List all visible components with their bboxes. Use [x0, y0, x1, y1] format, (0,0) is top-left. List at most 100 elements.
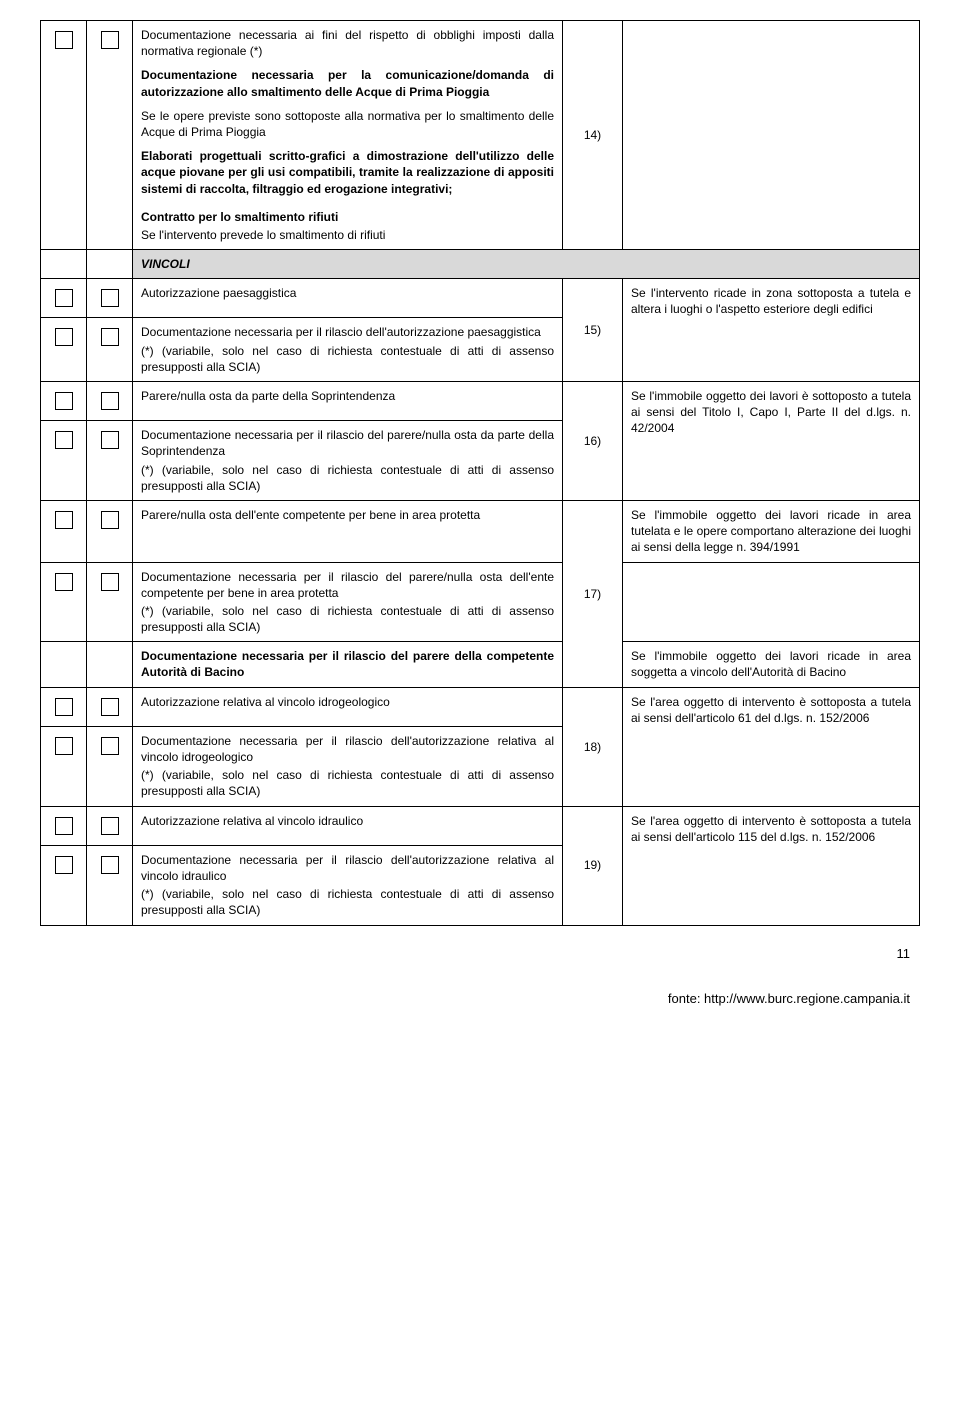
checkbox-cell [41, 562, 87, 642]
checkbox-icon[interactable] [55, 289, 73, 307]
checkbox-icon[interactable] [101, 737, 119, 755]
description-cell: Documentazione necessaria ai fini del ri… [133, 21, 563, 203]
checkbox-cell [87, 726, 133, 806]
checkbox-icon[interactable] [101, 511, 119, 529]
row-number: 16) [584, 434, 601, 448]
checkbox-cell [41, 318, 87, 382]
document-page: Documentazione necessaria ai fini del ri… [0, 0, 960, 1026]
checkbox-icon[interactable] [55, 31, 73, 49]
checkbox-icon[interactable] [101, 698, 119, 716]
description-cell: Documentazione necessaria per il rilasci… [133, 421, 563, 501]
text: Parere/nulla osta dell'ente competente p… [141, 507, 554, 523]
note-cell: Se l'immobile oggetto dei lavori ricade … [623, 642, 920, 687]
table-row: Autorizzazione paesaggistica 15) Se l'in… [41, 279, 920, 318]
checkbox-cell [41, 382, 87, 421]
checkbox-cell [87, 687, 133, 726]
checkbox-icon[interactable] [101, 328, 119, 346]
checkbox-icon[interactable] [101, 289, 119, 307]
note-cell: Se l'area oggetto di intervento è sottop… [623, 806, 920, 925]
description-cell: Documentazione necessaria per il rilasci… [133, 845, 563, 925]
text: Documentazione necessaria per il rilasci… [141, 427, 554, 459]
checkbox-icon[interactable] [55, 328, 73, 346]
checkbox-icon[interactable] [55, 573, 73, 591]
text: Se le opere previste sono sottoposte all… [141, 108, 554, 140]
checkbox-cell [87, 21, 133, 250]
note-cell: Se l'intervento ricade in zona sottopost… [623, 279, 920, 382]
note-text: Se l'immobile oggetto dei lavori ricade … [631, 649, 911, 679]
checkbox-cell [41, 845, 87, 925]
checkbox-icon[interactable] [55, 737, 73, 755]
text: Documentazione necessaria per il rilasci… [141, 324, 554, 340]
table-row: Autorizzazione relativa al vincolo idrau… [41, 806, 920, 845]
row-number: 18) [584, 740, 601, 754]
note-text: Se l'area oggetto di intervento è sottop… [631, 695, 911, 725]
text-note: (*) (variabile, solo nel caso di richies… [141, 767, 554, 799]
empty-cell [87, 250, 133, 279]
checkbox-cell [41, 421, 87, 501]
description-cell: Documentazione necessaria per il rilasci… [133, 318, 563, 382]
text: Parere/nulla osta da parte della Soprint… [141, 388, 554, 404]
section-header-row: VINCOLI [41, 250, 920, 279]
checkbox-icon[interactable] [101, 392, 119, 410]
checkbox-icon[interactable] [101, 31, 119, 49]
description-cell: Documentazione necessaria per il rilasci… [133, 642, 563, 687]
checkbox-cell [87, 318, 133, 382]
number-cell: 19) [563, 806, 623, 925]
note-text: Se l'immobile oggetto dei lavori è sotto… [631, 389, 911, 435]
checkbox-cell [87, 382, 133, 421]
checkbox-cell [41, 279, 87, 318]
text-note: (*) (variabile, solo nel caso di richies… [141, 343, 554, 375]
text-note: (*) (variabile, solo nel caso di richies… [141, 462, 554, 494]
checkbox-icon[interactable] [55, 817, 73, 835]
text: Documentazione necessaria per il rilasci… [141, 569, 554, 601]
checkbox-icon[interactable] [101, 431, 119, 449]
text-bold: Contratto per lo smaltimento rifiuti [141, 210, 338, 224]
description-cell: Autorizzazione paesaggistica [133, 279, 563, 318]
checkbox-cell [87, 500, 133, 562]
checkbox-icon[interactable] [55, 511, 73, 529]
checkbox-cell [87, 279, 133, 318]
row-number: 15) [584, 323, 601, 337]
number-cell: 16) [563, 382, 623, 501]
checkbox-icon[interactable] [101, 817, 119, 835]
table-row: Documentazione necessaria ai fini del ri… [41, 21, 920, 203]
description-cell: Parere/nulla osta da parte della Soprint… [133, 382, 563, 421]
description-cell: Autorizzazione relativa al vincolo idrog… [133, 687, 563, 726]
checkbox-icon[interactable] [101, 573, 119, 591]
text: Autorizzazione relativa al vincolo idrog… [141, 694, 554, 710]
checkbox-icon[interactable] [55, 856, 73, 874]
table-row: Documentazione necessaria per il rilasci… [41, 642, 920, 687]
note-cell [623, 21, 920, 250]
text: Documentazione necessaria per il rilasci… [141, 852, 554, 884]
text-note: (*) (variabile, solo nel caso di richies… [141, 886, 554, 918]
empty-cell [41, 250, 87, 279]
note-cell [623, 562, 920, 642]
text: Documentazione necessaria per il rilasci… [141, 733, 554, 765]
checkbox-cell [87, 806, 133, 845]
text-bold: Documentazione necessaria per il rilasci… [141, 648, 554, 680]
checkbox-cell [41, 500, 87, 562]
checkbox-icon[interactable] [55, 698, 73, 716]
checkbox-cell [87, 421, 133, 501]
checkbox-icon[interactable] [101, 856, 119, 874]
page-number: 11 [40, 946, 920, 961]
checkbox-cell [41, 687, 87, 726]
number-cell: 17) [563, 500, 623, 687]
number-cell: 18) [563, 687, 623, 806]
number-cell: 14) [563, 21, 623, 250]
note-cell: Se l'area oggetto di intervento è sottop… [623, 687, 920, 806]
table-row: Documentazione necessaria per il rilasci… [41, 562, 920, 642]
section-header: VINCOLI [133, 250, 920, 279]
note-text: Se l'area oggetto di intervento è sottop… [631, 814, 911, 844]
number-cell: 15) [563, 279, 623, 382]
table-row: Autorizzazione relativa al vincolo idrog… [41, 687, 920, 726]
checkbox-cell [41, 642, 87, 687]
text: Se l'intervento prevede lo smaltimento d… [141, 227, 554, 243]
text: Autorizzazione relativa al vincolo idrau… [141, 813, 554, 829]
checkbox-icon[interactable] [55, 431, 73, 449]
text: Autorizzazione paesaggistica [141, 285, 554, 301]
checkbox-cell [87, 562, 133, 642]
checkbox-icon[interactable] [55, 392, 73, 410]
checkbox-cell [41, 726, 87, 806]
checkbox-cell [41, 21, 87, 250]
